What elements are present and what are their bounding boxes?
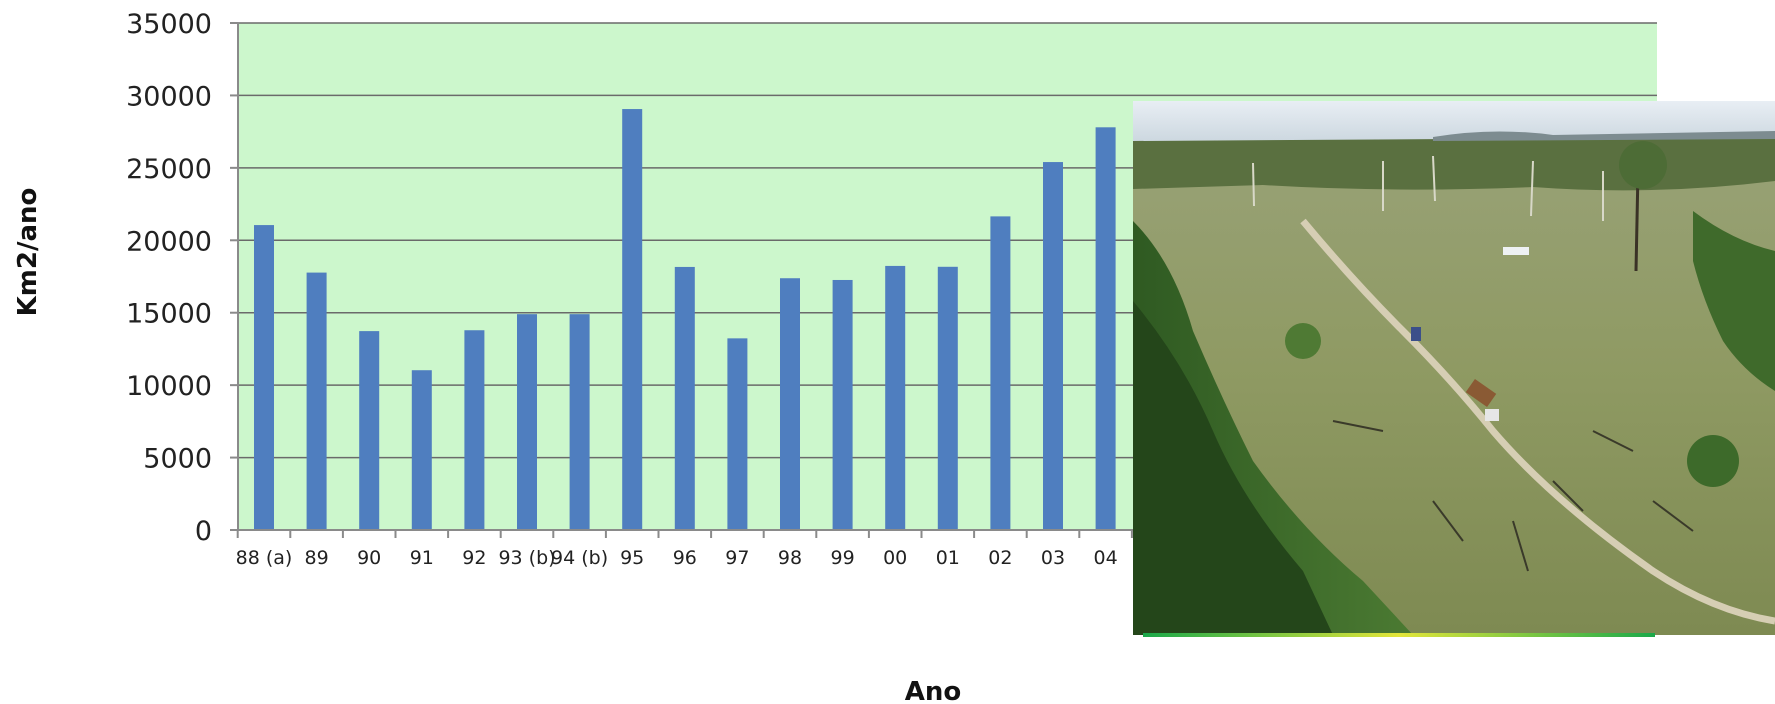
x-tick-label: 03 <box>1041 547 1065 569</box>
x-tick-label: 99 <box>831 547 855 569</box>
y-tick-label: 35000 <box>126 9 212 40</box>
bar <box>306 272 327 530</box>
x-axis-title: Ano <box>905 677 962 704</box>
bar <box>464 330 485 530</box>
x-tick-label: 96 <box>673 547 697 569</box>
bar <box>832 279 853 530</box>
x-tick-label: 00 <box>883 547 907 569</box>
x-tick-label: 02 <box>988 547 1012 569</box>
x-tick-label: 93 (b) <box>498 547 555 569</box>
bars <box>254 109 1116 531</box>
x-tick-label: 88 (a) <box>236 547 293 569</box>
x-tick-label: 97 <box>725 547 749 569</box>
y-tick-label: 0 <box>195 516 212 547</box>
bar <box>1043 162 1063 530</box>
x-tick-label: 89 <box>305 547 329 569</box>
bar <box>517 314 537 530</box>
y-axis-title: Km2/ano <box>13 188 43 317</box>
x-tick-labels: 88 (a) 89 90 91 92 93 (b)94 (b) 95 96 97 98 99 00 01… <box>236 547 1118 569</box>
bar <box>254 225 274 530</box>
x-tick-label: 90 <box>357 547 381 569</box>
bar <box>359 331 380 530</box>
y-tick-label: 25000 <box>126 154 212 185</box>
bar <box>937 266 958 530</box>
y-tick-label: 20000 <box>126 226 212 257</box>
y-tick-labels: 0 5000 10000 15000 20000 25000 30000 35000 <box>126 9 212 547</box>
deforestation-photo <box>1133 101 1775 635</box>
bar <box>780 278 800 530</box>
y-tick-label: 10000 <box>126 371 212 402</box>
y-tick-label: 15000 <box>126 299 212 330</box>
x-tick-label: 94 (b) <box>551 547 608 569</box>
bar <box>1095 127 1116 530</box>
x-tick-label: 04 <box>1094 547 1118 569</box>
x-tick-label: 92 <box>462 547 486 569</box>
bar <box>411 370 432 530</box>
bar <box>727 338 748 530</box>
bar <box>622 109 643 531</box>
photo-frame-strip <box>1143 633 1655 637</box>
bar <box>885 265 906 530</box>
bar <box>569 314 590 530</box>
y-tick-label: 30000 <box>126 81 212 112</box>
bar <box>674 266 695 530</box>
x-tick-label: 91 <box>410 547 434 569</box>
bar <box>990 216 1011 531</box>
x-tick-label: 98 <box>778 547 802 569</box>
x-tick-label: 95 <box>620 547 644 569</box>
x-tick-label: 01 <box>936 547 960 569</box>
y-tick-label: 5000 <box>143 444 212 475</box>
deforestation-photo-image <box>1133 101 1775 635</box>
